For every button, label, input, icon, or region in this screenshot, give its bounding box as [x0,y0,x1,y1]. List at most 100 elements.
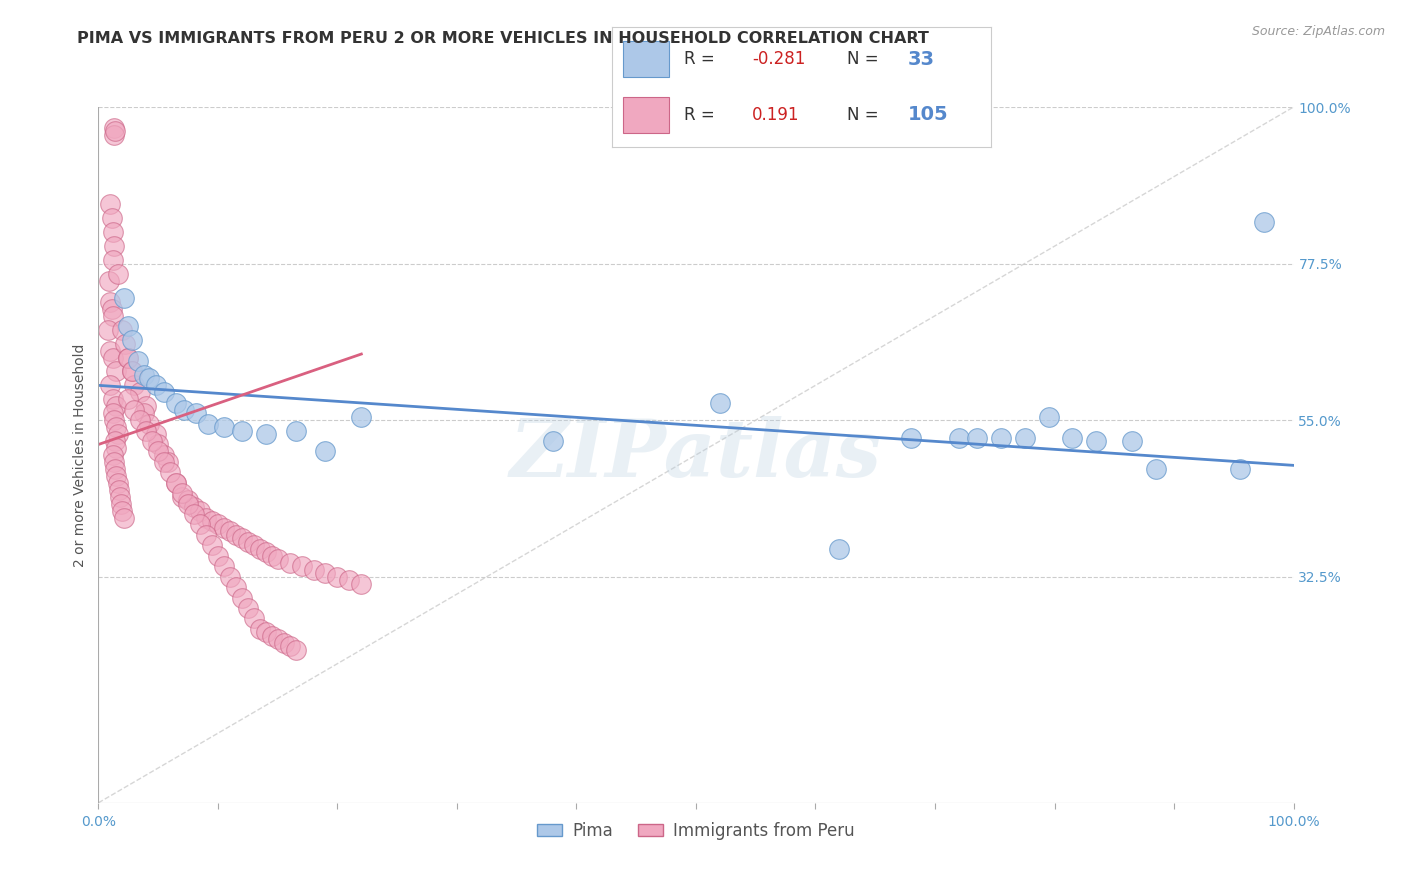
Point [1062,430,1084,444]
Point [195,528,218,542]
Point [254,427,277,442]
Point [98,378,122,392]
Point [107,475,129,490]
Point [117,319,139,334]
Point [153,455,176,469]
Point [219,524,242,539]
Point [207,517,229,532]
Point [129,413,152,427]
Text: 33: 33 [908,50,935,69]
Text: PIMA VS IMMIGRANTS FROM PERU 2 OR MORE VEHICLES IN HOUSEHOLD CORRELATION CHART: PIMA VS IMMIGRANTS FROM PERU 2 OR MORE V… [77,31,929,46]
Point [165,396,187,410]
Point [117,351,139,365]
Point [110,497,132,511]
Point [129,385,152,400]
Point [141,434,163,448]
Point [225,580,247,594]
Point [138,371,160,385]
FancyBboxPatch shape [623,96,669,133]
Point [105,364,128,378]
Point [709,396,731,410]
Point [350,576,373,591]
Point [201,538,224,552]
Point [254,625,277,640]
Point [104,124,127,138]
Point [107,267,129,281]
Point [165,475,187,490]
Point [165,475,187,490]
Point [267,552,290,566]
Point [148,444,170,458]
Point [201,514,224,528]
Legend: Pima, Immigrants from Peru: Pima, Immigrants from Peru [530,815,862,847]
Point [260,629,283,643]
Point [236,534,259,549]
Text: N =: N = [846,105,879,124]
Text: N =: N = [846,50,879,69]
Point [114,336,136,351]
Point [339,573,361,587]
Point [195,510,218,524]
Point [990,430,1012,444]
Point [249,541,271,556]
Point [1121,434,1143,448]
Point [284,642,307,657]
Point [101,309,124,323]
Point [243,538,266,552]
Point [291,559,314,574]
Text: 105: 105 [908,105,948,124]
Point [260,549,283,563]
Point [112,291,135,305]
Point [101,351,124,365]
Point [117,351,139,365]
Point [173,402,195,417]
Point [212,559,235,574]
Point [900,430,922,444]
Point [278,556,301,570]
Point [145,427,167,442]
Point [188,517,211,532]
Point [103,120,125,135]
Point [101,253,124,268]
Point [183,507,205,521]
Point [315,444,337,458]
Point [121,364,143,378]
Point [326,570,349,584]
Point [104,462,127,476]
FancyBboxPatch shape [623,41,669,78]
Point [98,343,122,358]
Point [105,420,128,434]
Point [225,528,247,542]
Point [212,420,235,434]
Point [156,455,179,469]
Point [103,455,125,469]
Text: ZIPatlas: ZIPatlas [510,417,882,493]
Point [231,591,253,605]
Point [100,301,122,316]
Point [101,406,124,420]
Point [105,399,128,413]
Point [254,545,277,559]
Point [138,417,160,431]
Point [302,563,325,577]
Point [231,424,253,438]
Point [124,378,146,392]
Point [103,239,125,253]
Point [1085,434,1108,448]
Point [135,399,157,413]
Point [103,128,125,142]
Point [219,570,242,584]
Point [278,639,301,653]
Point [101,448,124,462]
Point [1253,215,1275,229]
Point [97,323,120,337]
Point [1144,462,1167,476]
Point [183,500,205,514]
Point [236,601,259,615]
Point [1038,409,1060,424]
Point [1229,462,1251,476]
Point [121,364,143,378]
Point [132,406,155,420]
Point [117,392,139,407]
Point [828,541,851,556]
